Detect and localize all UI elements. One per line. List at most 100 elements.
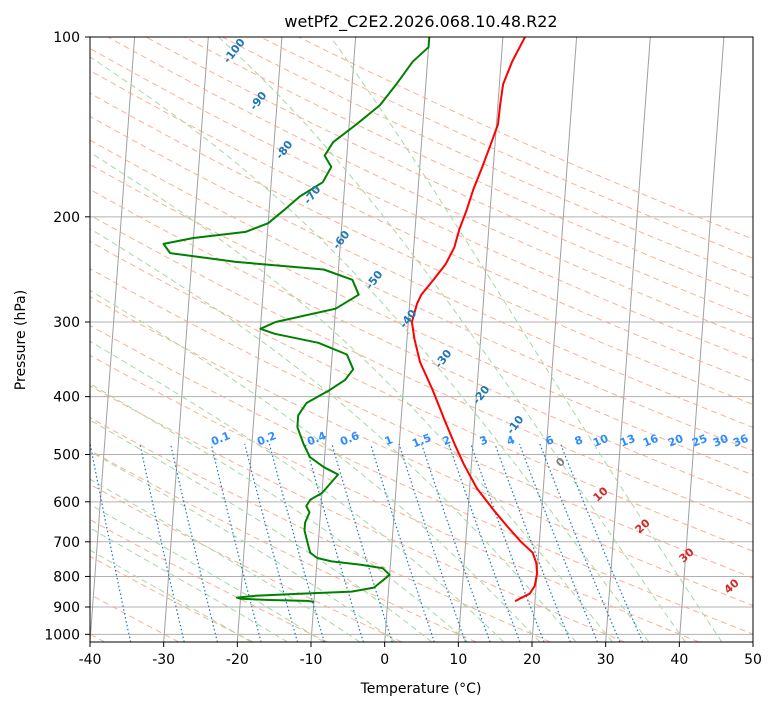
moist-adiabat xyxy=(218,37,686,642)
dry-adiabat xyxy=(90,240,753,552)
isotherm-line xyxy=(163,37,209,642)
x-tick-label: 20 xyxy=(523,652,541,668)
isotherm-label: -40 xyxy=(397,307,420,331)
moist-adiabat xyxy=(90,419,433,642)
chart-title: wetPf2_C2E2.2026.068.10.48.R22 xyxy=(284,12,557,32)
isotherm-label: -10 xyxy=(504,413,527,437)
isotherm-line xyxy=(457,37,504,642)
dry-adiabat xyxy=(90,69,753,383)
y-tick-label: 300 xyxy=(53,315,80,331)
mixing-ratio-label: 3 xyxy=(478,433,490,448)
dry-adiabat xyxy=(90,555,254,642)
x-tick-label: 0 xyxy=(380,652,389,668)
mixing-ratio-label: 0.2 xyxy=(255,429,278,448)
dry-adiabat xyxy=(90,449,477,642)
mixing-ratio-label: 13 xyxy=(618,432,637,450)
moist-adiabat xyxy=(90,450,397,642)
x-tick-label: 30 xyxy=(597,652,615,668)
y-tick-label: 200 xyxy=(53,210,80,226)
dry-adiabat xyxy=(90,324,753,635)
x-tick-label: -20 xyxy=(226,652,249,668)
x-tick-label: 50 xyxy=(744,652,762,668)
dry-adiabat xyxy=(90,47,753,361)
moist-adiabat xyxy=(90,289,541,642)
mixing-ratio-line xyxy=(539,443,621,642)
dry-adiabat xyxy=(90,268,753,579)
mixing-ratio-label: 1 xyxy=(383,433,395,448)
dry-adiabat xyxy=(90,188,753,501)
y-tick-label: 1000 xyxy=(44,627,80,643)
mixing-ratio-line xyxy=(331,443,393,642)
isotherm-label: -30 xyxy=(432,347,455,371)
dry-adiabat xyxy=(107,37,753,340)
temperature-profile-line xyxy=(410,37,539,603)
mixing-ratio-line xyxy=(90,443,132,642)
dry-adiabat xyxy=(260,37,753,259)
moist-adiabat xyxy=(90,151,613,642)
moist-adiabat xyxy=(90,549,252,642)
dry-adiabat xyxy=(90,115,753,428)
mixing-ratio-label: 1.5 xyxy=(410,431,433,450)
y-axis-label: Pressure (hPa) xyxy=(13,290,29,390)
moist-adiabat xyxy=(90,56,650,642)
mixing-ratio-label: 0.1 xyxy=(209,429,232,448)
moist-adiabat xyxy=(330,37,723,642)
isotherm-line xyxy=(678,37,725,642)
y-tick-label: 700 xyxy=(53,535,80,551)
mixing-ratio-label: 16 xyxy=(641,432,660,450)
isotherm-label: -70 xyxy=(301,183,324,207)
isotherm-line xyxy=(752,635,753,642)
mixing-ratio-line xyxy=(398,443,466,642)
isotherm-label: -90 xyxy=(247,89,270,113)
y-tick-label: 400 xyxy=(53,390,80,406)
y-tick-label: 600 xyxy=(53,495,80,511)
dry-adiabat xyxy=(90,139,753,452)
isotherm-label: -20 xyxy=(470,383,493,407)
isotherm-label: -60 xyxy=(330,228,353,252)
moist-adiabat-label: 40 xyxy=(722,576,742,596)
moist-adiabat xyxy=(90,527,288,642)
plot-frame xyxy=(89,36,754,643)
dry-adiabat xyxy=(184,37,753,299)
x-tick-label: 40 xyxy=(670,652,688,668)
mixing-ratio-line xyxy=(370,443,435,642)
mixing-ratio-label: 0.6 xyxy=(338,429,361,448)
x-tick-label: -40 xyxy=(79,652,102,668)
x-axis-label: Temperature (°C) xyxy=(360,681,482,697)
y-tick-label: 900 xyxy=(53,600,80,616)
x-tick-label: -30 xyxy=(152,652,175,668)
mixing-ratio-line xyxy=(518,443,598,642)
mixing-ratio-line xyxy=(210,443,262,642)
isotherm-label: -80 xyxy=(273,138,296,162)
mixing-ratio-line xyxy=(448,443,521,642)
dry-adiabat xyxy=(298,37,753,240)
y-tick-label: 100 xyxy=(53,30,80,46)
mixing-ratio-label: 25 xyxy=(690,432,709,450)
moist-adiabat xyxy=(90,340,505,642)
mixing-ratio-line xyxy=(170,443,218,642)
mixing-ratio-line xyxy=(244,443,299,642)
y-tick-label: 800 xyxy=(53,569,80,585)
dry-adiabat xyxy=(90,214,753,526)
dry-adiabat xyxy=(90,417,551,642)
x-tick-label: 10 xyxy=(449,652,467,668)
dry-adiabat xyxy=(90,483,402,642)
mixing-ratio-label: 2 xyxy=(441,433,453,448)
isotherm-line xyxy=(531,37,578,642)
isotherm-line xyxy=(384,37,430,642)
mixing-ratio-label: 6 xyxy=(544,433,556,448)
x-tick-label: -10 xyxy=(300,652,323,668)
moist-adiabat xyxy=(90,383,469,642)
dry-adiabat xyxy=(90,354,700,642)
moist-adiabat xyxy=(90,478,361,642)
dry-adiabat xyxy=(145,37,753,319)
mixing-ratio-label: 8 xyxy=(573,433,585,448)
mixing-ratio-label: 20 xyxy=(666,432,685,450)
dewpoint-profile-line xyxy=(162,37,431,603)
isotherm-line xyxy=(605,37,651,642)
isotherm-line xyxy=(90,37,136,642)
y-tick-label: 500 xyxy=(53,448,80,464)
isotherm-line xyxy=(236,37,283,642)
moist-adiabat-label: 30 xyxy=(677,545,697,565)
